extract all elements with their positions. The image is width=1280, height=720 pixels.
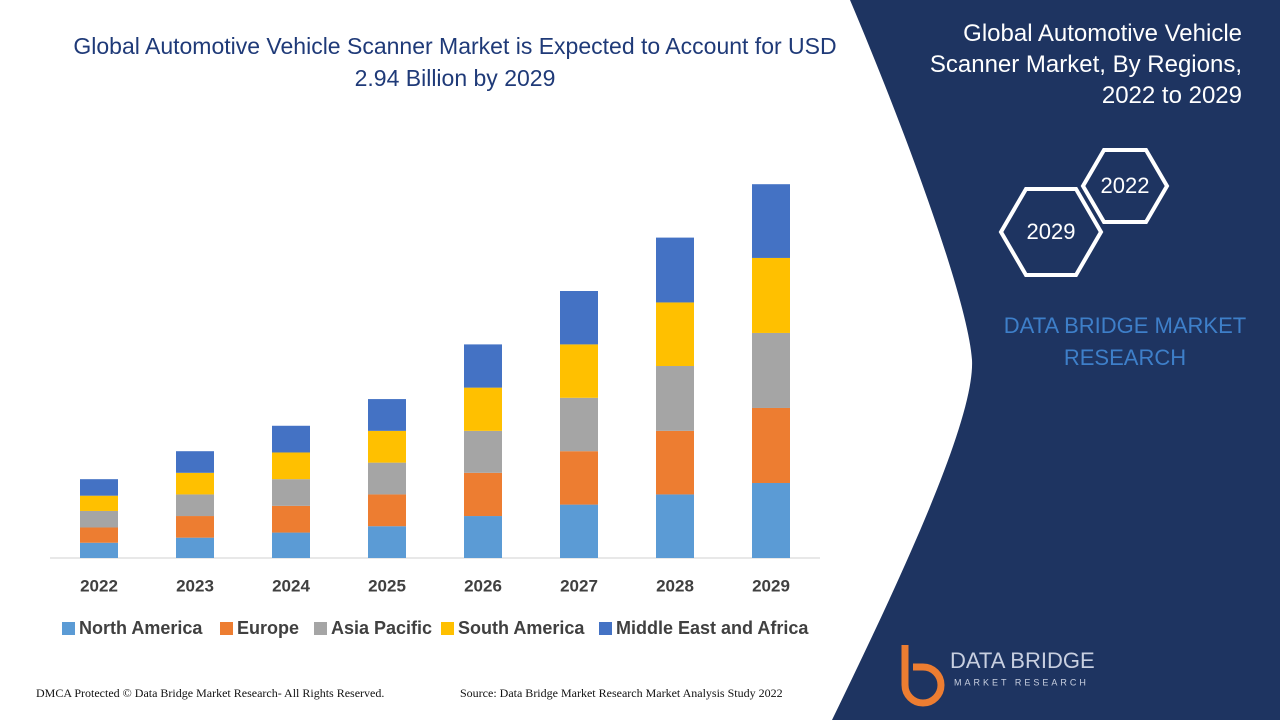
- bar-segment: [656, 430, 694, 495]
- bar-segment: [80, 479, 118, 496]
- hexagon: [1080, 148, 1170, 224]
- bar-segment: [80, 542, 118, 558]
- bar-segment: [368, 494, 406, 527]
- legend-swatch: [599, 622, 612, 635]
- x-tick-label: 2023: [176, 576, 214, 595]
- bar-segment: [752, 184, 790, 258]
- logo-tagline: MARKET RESEARCH: [954, 677, 1089, 687]
- bar-segment: [560, 291, 598, 345]
- legend-swatch: [220, 622, 233, 635]
- bar-segment: [368, 462, 406, 495]
- brand: DATA BRIDGE MARKET RESEARCH: [1003, 313, 1247, 370]
- bar-segment: [560, 504, 598, 558]
- bar-segment: [560, 397, 598, 452]
- logo-icon: [901, 645, 945, 707]
- bar-segment: [368, 399, 406, 431]
- bar-segment: [656, 237, 694, 303]
- bar-segment: [80, 495, 118, 511]
- bar-segment: [464, 387, 502, 431]
- bar-segment: [272, 532, 310, 558]
- bar-segment: [368, 430, 406, 463]
- bar-segment: [464, 472, 502, 517]
- legend-label: Europe: [237, 618, 299, 638]
- legend-label: South America: [458, 618, 585, 638]
- hex-label: 2022: [1101, 173, 1150, 198]
- legend-swatch: [441, 622, 454, 635]
- bar-segment: [368, 526, 406, 558]
- x-tick-label: 2022: [80, 576, 118, 595]
- bar-segment: [176, 494, 214, 517]
- x-tick-label: 2028: [656, 576, 694, 595]
- x-tick-label: 2026: [464, 576, 502, 595]
- x-tick-label: 2027: [560, 576, 598, 595]
- bar-segment: [752, 482, 790, 558]
- bar-segment: [80, 510, 118, 528]
- bar-segment: [464, 516, 502, 558]
- bar-segment: [176, 516, 214, 538]
- x-tick-label: 2024: [272, 576, 310, 595]
- bar-segment: [272, 452, 310, 480]
- legend-swatch: [314, 622, 327, 635]
- footer-note: DMCA Protected © Data Bridge Market Rese…: [36, 686, 385, 700]
- chart-title: Global Automotive Vehicle Scanner Market…: [73, 33, 837, 91]
- legend-label: Asia Pacific: [331, 618, 432, 638]
- bar-segment: [272, 505, 310, 533]
- legend-label: Middle East and Africa: [616, 618, 809, 638]
- source-note: Source: Data Bridge Market Research Mark…: [460, 686, 783, 700]
- bar-segment: [560, 344, 598, 398]
- bar-segment: [656, 302, 694, 367]
- hex-label: 2029: [1027, 219, 1076, 244]
- bar-segment: [560, 451, 598, 505]
- bar-segment: [176, 451, 214, 473]
- bar-segment: [176, 537, 214, 558]
- bar-segment: [176, 472, 214, 495]
- hexagon: [998, 187, 1104, 277]
- bar-segment: [272, 479, 310, 506]
- bar-segment: [464, 344, 502, 388]
- x-tick-label: 2025: [368, 576, 406, 595]
- legend-label: North America: [79, 618, 203, 638]
- bar-segment: [656, 494, 694, 558]
- bar-segment: [80, 527, 118, 543]
- side-panel: [832, 0, 1280, 720]
- x-tick-label: 2029: [752, 576, 790, 595]
- bar-segment: [752, 332, 790, 408]
- bar-segment: [272, 425, 310, 453]
- bar-segment: [464, 430, 502, 473]
- logo-name: DATA BRIDGE: [950, 648, 1095, 673]
- bar-segment: [752, 407, 790, 483]
- bar-segment: [752, 257, 790, 333]
- legend-swatch: [62, 622, 75, 635]
- bar-segment: [656, 366, 694, 431]
- panel-title: Global Automotive Vehicle Scanner Market…: [929, 20, 1242, 109]
